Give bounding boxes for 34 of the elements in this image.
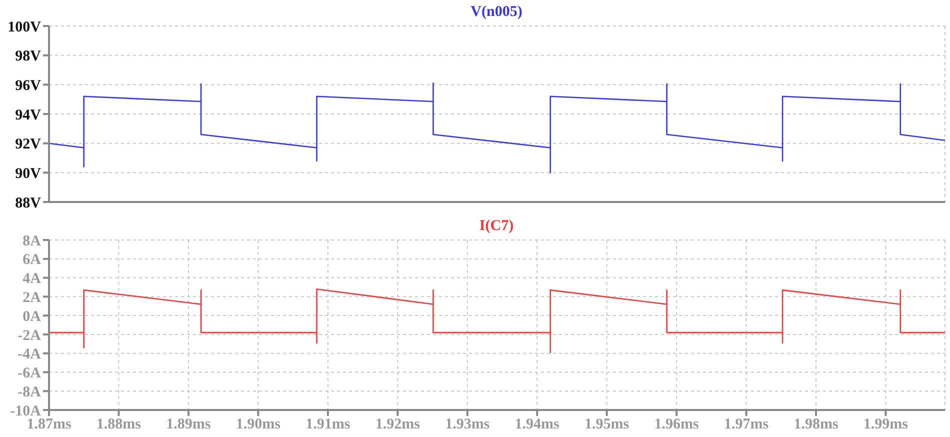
y-tick-label: -2A	[18, 328, 42, 344]
y-tick-label: -10A	[10, 403, 42, 420]
y-tick-label: 94V	[15, 107, 42, 124]
x-tick-label: 1.97ms	[724, 416, 769, 433]
y-tick-label: 90V	[15, 166, 42, 182]
y-tick-label: 2A	[22, 290, 42, 306]
y-tick-label: 6A	[22, 252, 42, 268]
line-series	[49, 288, 945, 354]
x-tick-label: 1.90ms	[236, 416, 281, 433]
x-tick-label: 1.99ms	[863, 416, 908, 433]
text: V(n005)	[470, 4, 522, 20]
x-tick-label: 1.91ms	[306, 416, 350, 433]
y-tick-label: 96V	[15, 78, 42, 94]
y-tick-label: 4A	[22, 271, 42, 288]
y-tick-label: 0A	[22, 308, 42, 325]
y-tick-label: -4A	[18, 346, 42, 363]
y-tick-label: -6A	[18, 366, 42, 382]
y-tick-label: 8A	[22, 233, 42, 250]
x-tick-label: 1.94ms	[514, 416, 560, 433]
y-tick-label: 100V	[8, 19, 42, 36]
x-tick-label: 1.88ms	[96, 416, 142, 433]
x-tick-label: 1.95ms	[584, 416, 630, 433]
x-tick-label: 1.98ms	[794, 416, 838, 433]
text: I(C7)	[479, 218, 514, 234]
x-tick-label: 1.93ms	[445, 416, 490, 433]
y-tick-label: 88V	[15, 195, 42, 212]
line-series	[49, 82, 945, 174]
x-tick-label: 1.92ms	[375, 416, 420, 433]
x-tick-label: 1.89ms	[166, 416, 211, 433]
y-tick-label: -8A	[18, 384, 42, 400]
y-tick-label: 98V	[15, 48, 42, 65]
x-tick-label: 1.87ms	[26, 416, 72, 433]
y-tick-label: 92V	[15, 136, 42, 153]
x-tick-label: 1.96ms	[654, 416, 699, 433]
